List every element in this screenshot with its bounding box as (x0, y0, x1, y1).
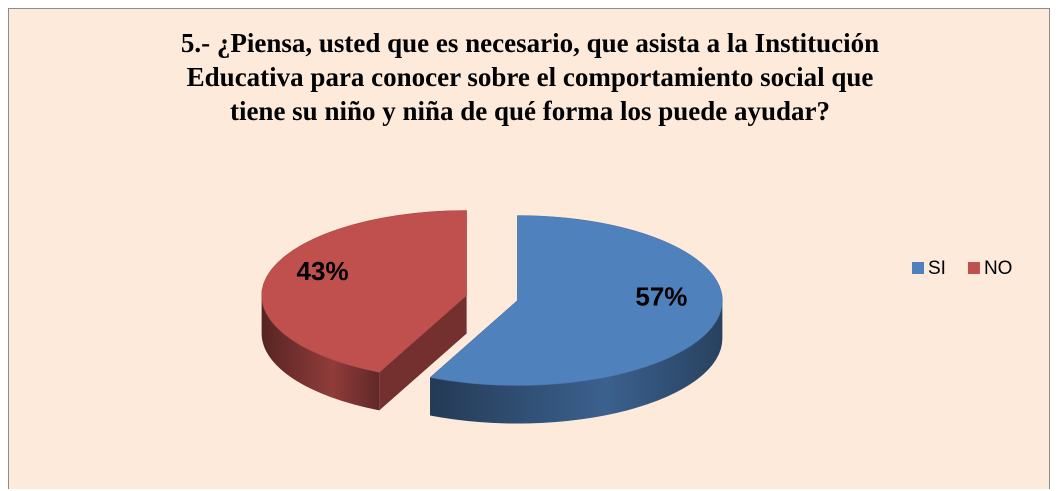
slice-side (430, 300, 723, 424)
legend-label: NO (984, 258, 1013, 279)
slice-edge (379, 295, 467, 411)
data-label: 43% (297, 256, 349, 286)
legend-swatch (912, 262, 924, 274)
data-label: 57% (635, 282, 687, 312)
legend-label: SI (928, 258, 946, 279)
legend-swatch (967, 262, 980, 274)
chart-title: 5.- ¿Piensa, usted que es necesario, que… (180, 28, 880, 126)
slice-side (261, 295, 380, 411)
pie-slice (261, 210, 467, 373)
pie-slice (429, 215, 723, 386)
